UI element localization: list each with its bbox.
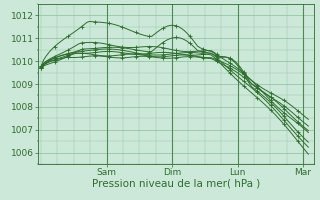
X-axis label: Pression niveau de la mer( hPa ): Pression niveau de la mer( hPa )	[92, 179, 260, 189]
